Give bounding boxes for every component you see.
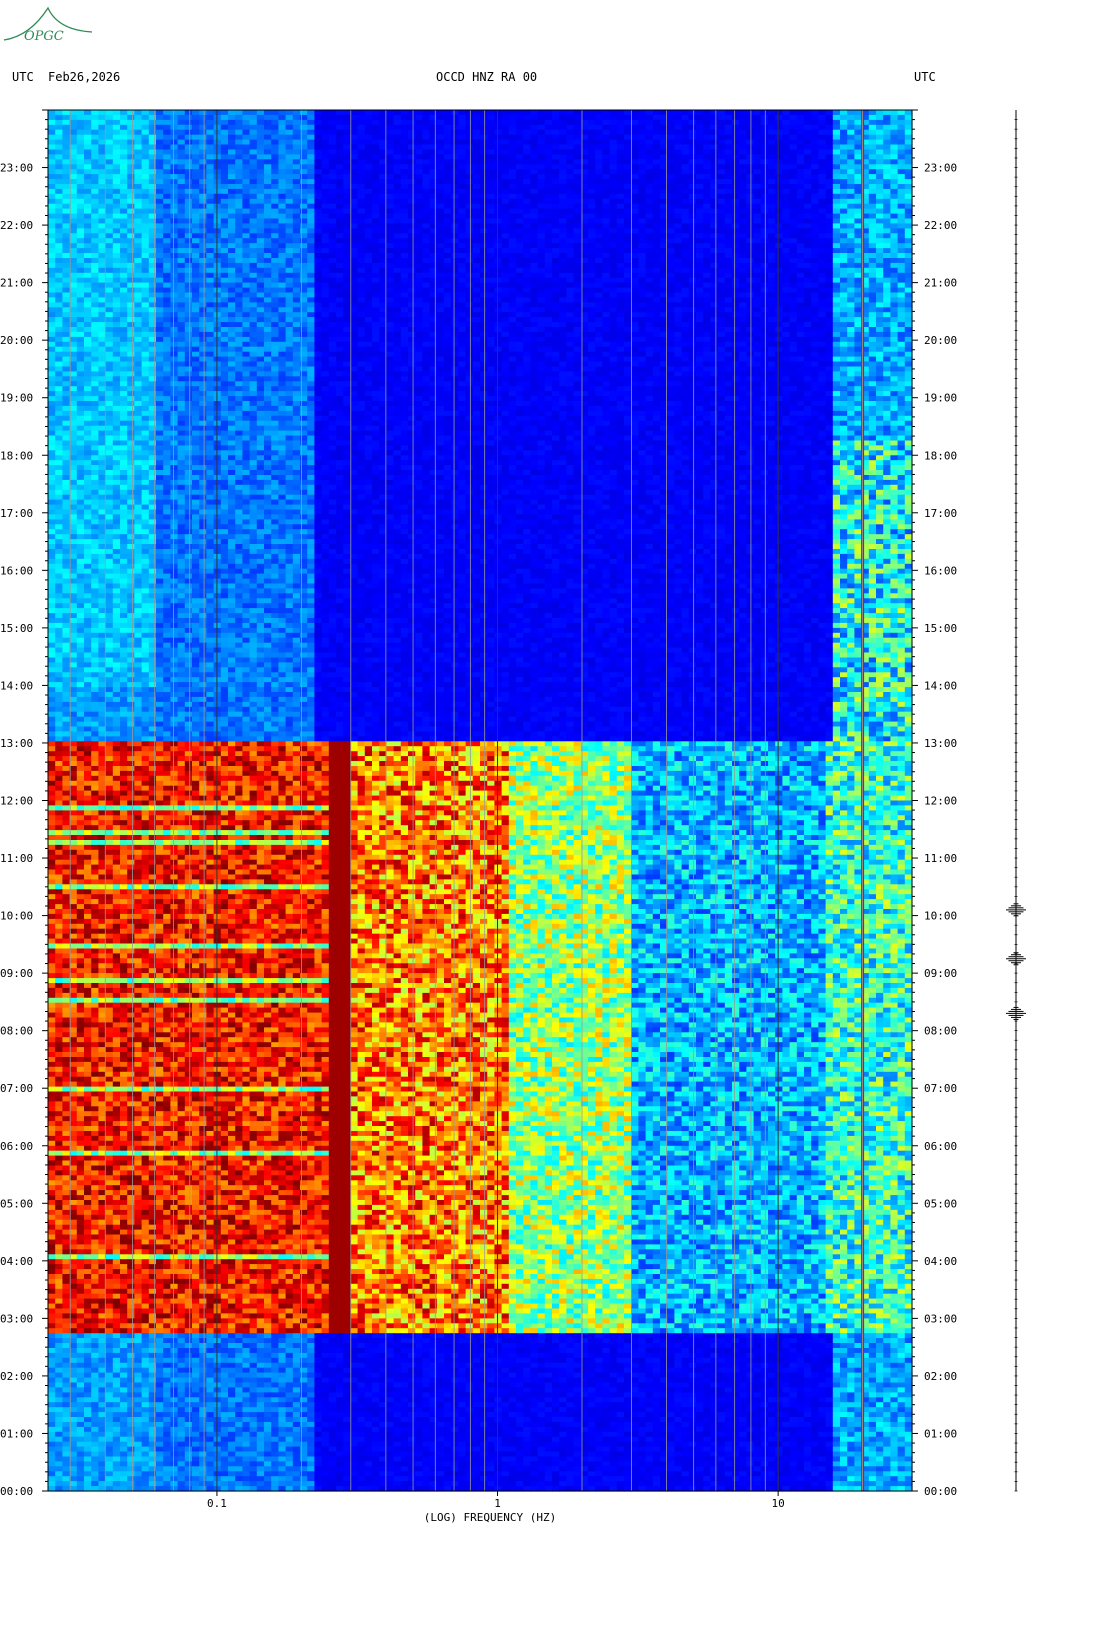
time-label-left: 20:00: [0, 334, 33, 347]
time-label-right: 10:00: [924, 910, 957, 923]
timezone-label-left: UTC: [12, 70, 34, 84]
time-label-left: 05:00: [0, 1197, 33, 1210]
time-label-right: 20:00: [924, 334, 957, 347]
spectrogram-cells: [48, 110, 913, 1492]
time-label-right: 23:00: [924, 162, 957, 175]
time-label-right: 15:00: [924, 622, 957, 635]
time-label-right: 16:00: [924, 564, 957, 577]
time-label-right: 11:00: [924, 852, 957, 865]
frequency-tick-label: 1: [494, 1497, 501, 1510]
time-label-left: 02:00: [0, 1370, 33, 1383]
time-label-left: 13:00: [0, 737, 33, 750]
time-label-left: 22:00: [0, 219, 33, 232]
time-label-right: 07:00: [924, 1082, 957, 1095]
time-label-left: 21:00: [0, 277, 33, 290]
time-label-left: 16:00: [0, 564, 33, 577]
time-label-right: 00:00: [924, 1485, 957, 1498]
frequency-tick-label: 10: [771, 1497, 784, 1510]
station-label: OCCD HNZ RA 00: [436, 70, 537, 84]
time-label-left: 12:00: [0, 795, 33, 808]
time-label-left: 00:00: [0, 1485, 33, 1498]
time-label-left: 17:00: [0, 507, 33, 520]
time-label-right: 12:00: [924, 795, 957, 808]
time-label-right: 14:00: [924, 679, 957, 692]
time-label-left: 07:00: [0, 1082, 33, 1095]
date-label: Feb26,2026: [48, 70, 120, 84]
frequency-tick-label: 0.1: [207, 1497, 227, 1510]
opgc-logo: OPGC: [0, 0, 110, 56]
time-label-left: 08:00: [0, 1025, 33, 1038]
time-label-right: 17:00: [924, 507, 957, 520]
time-label-left: 03:00: [0, 1312, 33, 1325]
time-label-left: 04:00: [0, 1255, 33, 1268]
time-label-right: 13:00: [924, 737, 957, 750]
time-label-left: 23:00: [0, 162, 33, 175]
time-label-left: 09:00: [0, 967, 33, 980]
time-label-right: 22:00: [924, 219, 957, 232]
time-label-left: 01:00: [0, 1427, 33, 1440]
time-label-left: 19:00: [0, 392, 33, 405]
time-label-left: 18:00: [0, 449, 33, 462]
time-label-left: 15:00: [0, 622, 33, 635]
x-axis-label: (LOG) FREQUENCY (HZ): [424, 1511, 556, 1524]
time-label-right: 21:00: [924, 277, 957, 290]
time-label-right: 19:00: [924, 392, 957, 405]
time-label-left: 14:00: [0, 679, 33, 692]
time-label-right: 04:00: [924, 1255, 957, 1268]
time-label-right: 05:00: [924, 1197, 957, 1210]
time-label-left: 06:00: [0, 1140, 33, 1153]
time-label-left: 11:00: [0, 852, 33, 865]
time-label-right: 01:00: [924, 1427, 957, 1440]
timezone-label-right: UTC: [914, 70, 936, 84]
time-label-right: 18:00: [924, 449, 957, 462]
time-label-left: 10:00: [0, 910, 33, 923]
logo-text: OPGC: [24, 29, 64, 44]
time-label-right: 03:00: [924, 1312, 957, 1325]
time-label-right: 06:00: [924, 1140, 957, 1153]
time-label-right: 02:00: [924, 1370, 957, 1383]
time-label-right: 08:00: [924, 1025, 957, 1038]
time-label-right: 09:00: [924, 967, 957, 980]
